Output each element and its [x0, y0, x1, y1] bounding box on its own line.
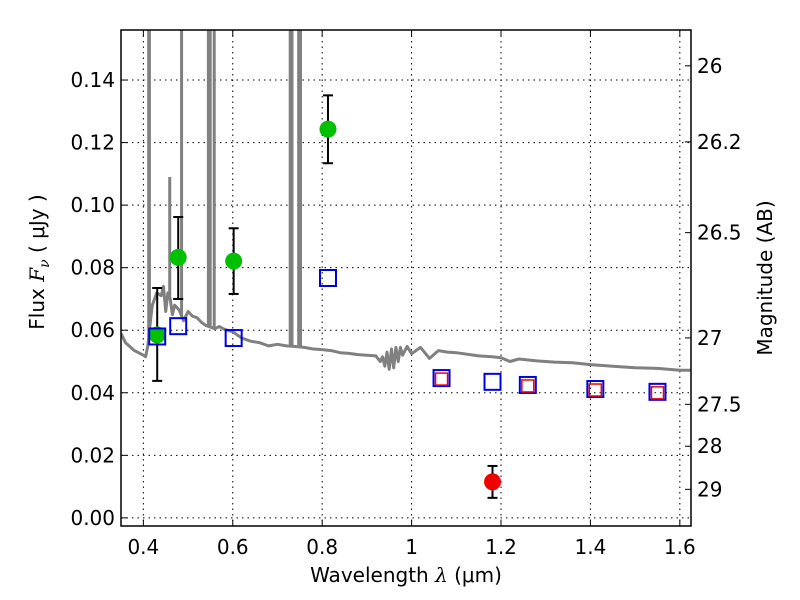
x-tick-label: 0.4 — [127, 535, 159, 559]
marker-layer — [148, 94, 667, 499]
right-tick-label: 29 — [697, 477, 722, 501]
model-square-marker — [518, 375, 537, 394]
model-square-marker — [586, 380, 605, 399]
right-tick-label: 27.5 — [697, 392, 742, 416]
model-square-marker — [432, 369, 451, 388]
x-tick-label: 0.6 — [217, 535, 249, 559]
y-axis-label: Flux Fν ( μJy ) — [25, 194, 53, 329]
y-tick-label: 0.14 — [70, 68, 115, 92]
model-square-marker — [169, 317, 188, 336]
model-square-marker — [648, 382, 667, 401]
right-tick-label: 26.5 — [697, 221, 742, 245]
model-square-marker — [318, 269, 337, 287]
data-point-circle — [169, 248, 187, 266]
model-square-marker-inner — [434, 372, 449, 386]
data-point-circle — [148, 326, 166, 344]
right-tick-label: 28 — [697, 434, 722, 458]
grid-lines — [121, 30, 691, 526]
spectrum-layer — [121, 30, 691, 372]
x-axis-label: Wavelength λ (μm) — [310, 563, 502, 587]
model-square-marker — [148, 327, 167, 346]
x-tick-label: 1.6 — [664, 535, 696, 559]
y-tick-label: 0.08 — [70, 256, 115, 280]
plot-frame — [120, 29, 692, 527]
y-tick-label: 0.04 — [70, 381, 115, 405]
y-tick-label: 0.12 — [70, 131, 115, 155]
data-point-circle — [319, 120, 337, 138]
model-square-marker-inner — [650, 386, 665, 400]
x-tick-label: 1.2 — [485, 535, 517, 559]
model-square-marker-inner — [588, 383, 603, 397]
x-tick-label: 1 — [405, 535, 418, 559]
right-axis-label: Magnitude (AB) — [753, 200, 777, 355]
x-tick-label: 0.8 — [306, 535, 338, 559]
y-tick-label: 0.06 — [70, 318, 115, 342]
y-tick-label: 0.02 — [70, 443, 115, 467]
data-point-circle — [484, 473, 502, 491]
data-point-circle — [225, 252, 243, 270]
model-square-marker-inner — [521, 379, 535, 393]
axes: 0.4 0.6 0.8 1 1.2 1.4 1.6 0.00 0.02 0.04 0.06 0.08 0… — [70, 29, 742, 559]
y-tick-label: 0.00 — [70, 506, 115, 530]
model-square-marker — [483, 372, 502, 391]
right-tick-label: 26.2 — [697, 130, 742, 154]
spectrum-line — [121, 284, 691, 372]
model-square-marker — [224, 329, 243, 348]
y-tick-label: 0.10 — [70, 193, 115, 217]
right-tick-label: 27 — [697, 326, 722, 350]
x-tick-label: 1.4 — [575, 535, 607, 559]
right-tick-label: 26 — [697, 54, 722, 78]
